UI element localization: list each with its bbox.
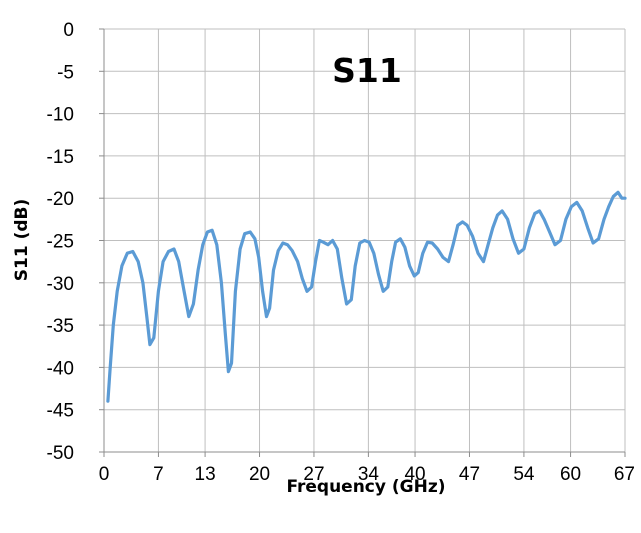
- x-tick-label-1: 7: [153, 464, 164, 485]
- x-tick-label-7: 47: [459, 464, 480, 485]
- y-tick-label-0: 0: [63, 20, 74, 41]
- x-tick-label-10: 67: [614, 464, 635, 485]
- y-tick-label-7: -35: [47, 316, 74, 337]
- x-tick-label-6: 40: [404, 464, 425, 485]
- x-tick-label-9: 60: [560, 464, 581, 485]
- x-axis-title: Frequency (GHz): [286, 477, 445, 497]
- y-tick-label-4: -20: [47, 189, 74, 210]
- y-tick-label-5: -25: [47, 232, 74, 253]
- x-tick-labels: 0 7 13 20 27 34 40 47 54 60 67: [99, 464, 635, 485]
- x-tick-label-0: 0: [99, 464, 110, 485]
- y-tick-label-10: -50: [47, 443, 74, 464]
- plot-frame: [99, 28, 626, 457]
- x-tick-label-5: 34: [358, 464, 380, 485]
- y-tick-label-3: -15: [47, 147, 74, 168]
- y-tick-labels: 0 -5 -10 -15 -20 -25 -30 -35 -40 -45 -50: [47, 20, 74, 464]
- y-axis-title: S11 (dB): [12, 199, 32, 282]
- x-tick-label-4: 27: [303, 464, 324, 485]
- series-layer: [106, 190, 627, 403]
- x-tick-label-8: 54: [513, 464, 535, 485]
- chart-title: S11: [332, 51, 402, 90]
- y-tick-label-1: -5: [57, 62, 74, 83]
- y-tick-label-9: -45: [47, 401, 74, 422]
- series-line-0: [106, 190, 627, 403]
- x-tick-label-2: 13: [195, 464, 216, 485]
- y-tick-label-2: -10: [47, 105, 74, 126]
- y-tick-label-8: -40: [47, 358, 74, 379]
- x-tick-label-3: 20: [249, 464, 270, 485]
- y-tick-label-6: -30: [47, 274, 74, 295]
